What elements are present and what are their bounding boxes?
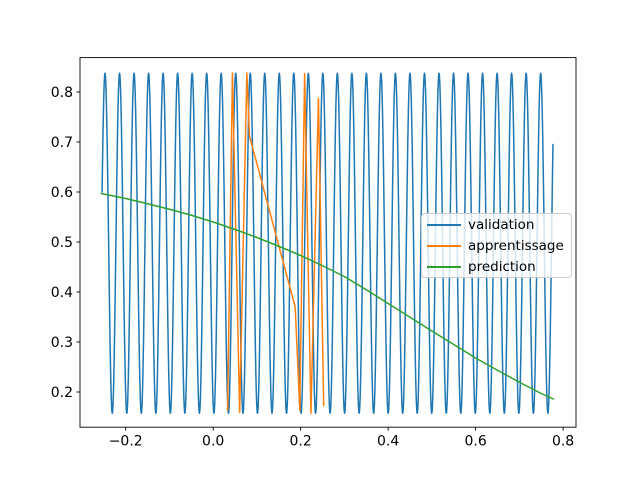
- legend-line-prediction-icon: [427, 265, 461, 268]
- y-tick-label: 0.2: [51, 385, 73, 401]
- legend-label-prediction: prediction: [468, 258, 536, 275]
- y-tick-label: 0.5: [51, 235, 73, 251]
- legend-line-validation-icon: [427, 223, 461, 226]
- y-tick-label: 0.4: [51, 285, 73, 301]
- series-apprentissage-line: [226, 72, 325, 415]
- y-tick-label: 0.6: [51, 185, 73, 201]
- legend-line-apprentissage-icon: [427, 244, 461, 247]
- x-tick-label: 0.6: [464, 434, 486, 450]
- y-tick-label: 0.8: [51, 85, 73, 101]
- legend-entry-apprentissage: apprentissage: [427, 239, 565, 253]
- legend-entry-validation: validation: [427, 218, 565, 232]
- chart-legend: validation apprentissage prediction: [421, 213, 572, 278]
- y-tick-label: 0.7: [51, 135, 73, 151]
- x-tick-label: 0.2: [290, 434, 312, 450]
- y-tick-label: 0.3: [51, 335, 73, 351]
- legend-label-validation: validation: [468, 216, 535, 233]
- x-tick-label: 0.4: [377, 434, 399, 450]
- series-prediction-line: [100, 192, 555, 400]
- x-tick-label: 0.0: [202, 434, 224, 450]
- x-tick-label: 0.8: [552, 434, 574, 450]
- legend-entry-prediction: prediction: [427, 260, 565, 274]
- x-tick-label: −0.2: [109, 434, 143, 450]
- series-validation-line: [101, 72, 554, 414]
- legend-label-apprentissage: apprentissage: [468, 237, 564, 254]
